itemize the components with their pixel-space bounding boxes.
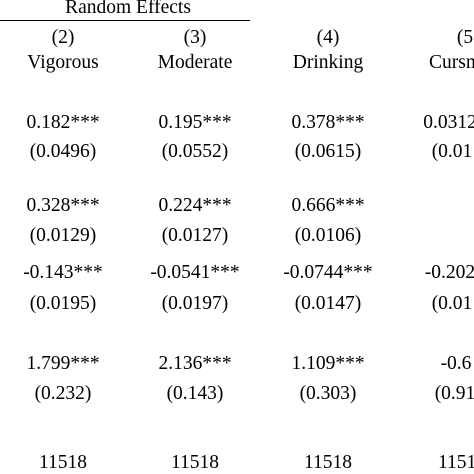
group-header: Random Effects — [65, 0, 191, 18]
std-error-cell: (0.0129) — [29, 225, 97, 246]
observations-cell: 11518 — [170, 452, 220, 473]
coefficient-cell: -0.0744*** — [283, 262, 373, 283]
coefficient-cell: 0.666*** — [291, 195, 365, 216]
coefficient-cell: 2.136*** — [158, 353, 232, 374]
coefficient-cell: -0.6 — [440, 353, 472, 374]
column-number: (4) — [316, 27, 340, 48]
coefficient-cell: 0.224*** — [158, 195, 232, 216]
column-name: Drinking — [292, 52, 364, 73]
coefficient-cell: 0.195*** — [158, 112, 232, 133]
std-error-cell: (0.0195) — [29, 293, 97, 314]
std-error-cell: (0.01 — [431, 141, 473, 162]
coefficient-cell: 0.0312 — [423, 112, 474, 133]
coefficient-cell: -0.0541*** — [150, 262, 240, 283]
std-error-cell: (0.303) — [299, 383, 357, 404]
observations-cell: 11518 — [38, 452, 88, 473]
coefficient-cell: 0.378*** — [291, 112, 365, 133]
std-error-cell: (0.0147) — [294, 293, 362, 314]
std-error-cell: (0.0496) — [29, 141, 97, 162]
column-name: Vigorous — [27, 52, 99, 73]
std-error-cell: (0.143) — [166, 383, 224, 404]
coefficient-cell: 0.328*** — [26, 195, 100, 216]
std-error-cell: (0.232) — [34, 383, 92, 404]
std-error-cell: (0.01 — [431, 293, 473, 314]
column-name: Cursm — [428, 52, 474, 73]
coefficient-cell: -0.202 — [424, 262, 474, 283]
column-name: Moderate — [157, 52, 233, 73]
column-number: (5 — [456, 27, 474, 48]
std-error-cell: (0.91 — [434, 383, 474, 404]
std-error-cell: (0.0106) — [294, 225, 362, 246]
observations-cell: 11518 — [437, 452, 474, 473]
coefficient-cell: 1.799*** — [26, 353, 100, 374]
std-error-cell: (0.0552) — [161, 141, 229, 162]
column-number: (2) — [51, 27, 75, 48]
std-error-cell: (0.0615) — [294, 141, 362, 162]
coefficient-cell: -0.143*** — [23, 262, 103, 283]
coefficient-cell: 1.109*** — [291, 353, 365, 374]
std-error-cell: (0.0127) — [161, 225, 229, 246]
observations-cell: 11518 — [303, 452, 353, 473]
std-error-cell: (0.0197) — [161, 293, 229, 314]
column-number: (3) — [183, 27, 207, 48]
group-header-rule — [0, 20, 250, 21]
coefficient-cell: 0.182*** — [26, 112, 100, 133]
